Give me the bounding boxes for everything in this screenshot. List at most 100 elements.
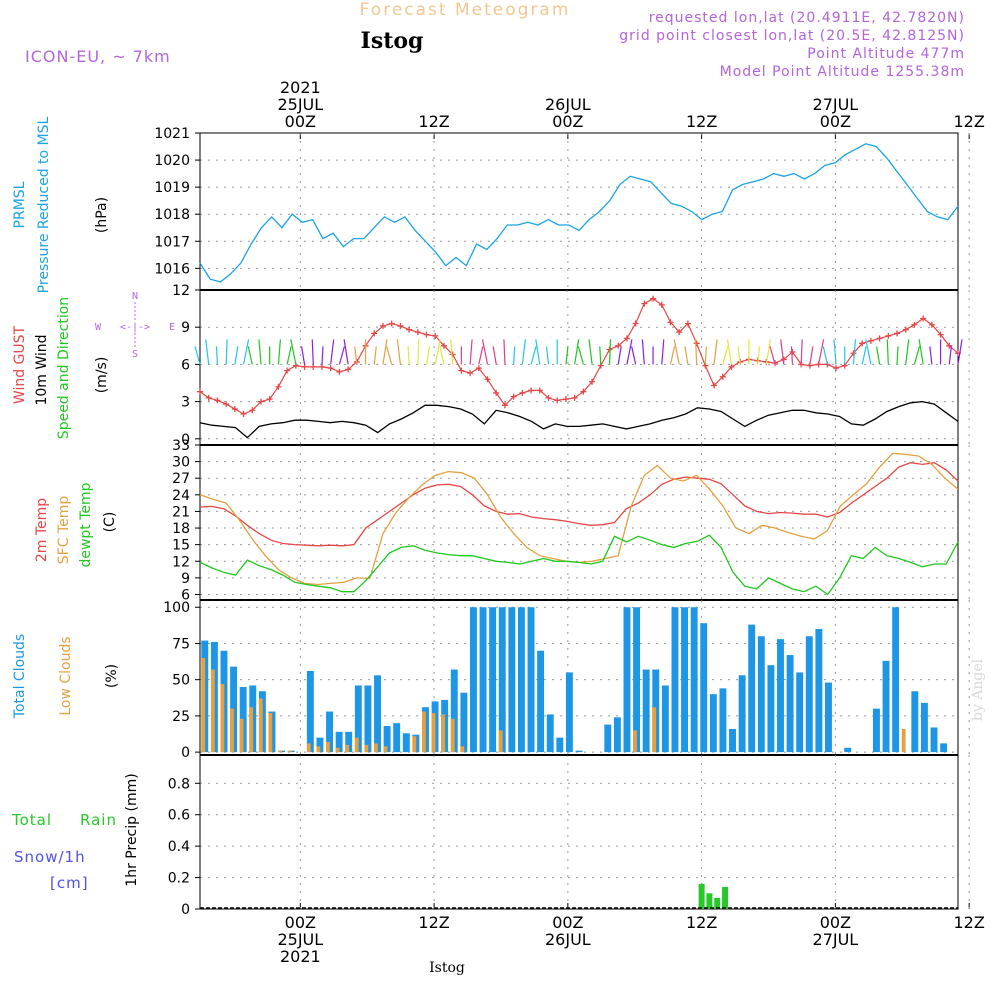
wind-arrow — [373, 346, 377, 365]
total-clouds-bar — [681, 607, 688, 753]
top-time-label: 12Z — [686, 112, 717, 131]
gust-point — [615, 342, 622, 349]
wind-arrow — [684, 346, 689, 365]
total-clouds-bar — [489, 607, 497, 753]
wind-arrow — [343, 339, 349, 365]
low-clouds-bar — [220, 684, 225, 753]
wind-arrow — [669, 346, 676, 365]
y-tick-label: 30 — [172, 455, 190, 471]
dewpt-series — [199, 534, 959, 596]
total-clouds-bar — [479, 607, 487, 753]
wind-arrow — [780, 339, 785, 365]
total-clouds-bar — [700, 623, 708, 753]
total-clouds-bar — [623, 607, 631, 753]
wind-arrow — [545, 346, 550, 365]
gust-point — [693, 340, 700, 347]
y-tick-label: 1017 — [154, 234, 190, 250]
low-clouds-label: Low Clouds — [58, 636, 74, 715]
compass-n: N — [132, 291, 138, 302]
gust-point — [501, 402, 508, 409]
gust-point — [580, 388, 587, 395]
gust-point — [571, 394, 578, 401]
low-clouds-bar — [278, 750, 282, 753]
wind-arrow — [599, 346, 602, 365]
y-tick-label: 1018 — [154, 207, 190, 223]
gust-point — [920, 315, 927, 322]
total-clouds-bar — [556, 737, 564, 753]
wind-arrow — [726, 339, 733, 365]
gust-point — [493, 389, 500, 396]
total-clouds-bar — [527, 607, 535, 753]
low-clouds-bar — [460, 746, 465, 753]
gust-point — [406, 326, 413, 333]
wind-arrow — [704, 346, 707, 365]
model-label: ICON-EU, ~ 7km — [25, 47, 171, 66]
wind-arrow — [386, 346, 393, 365]
y-tick-label: 100 — [163, 600, 190, 616]
wind-arrow — [354, 346, 358, 365]
wind-arrow — [886, 339, 889, 365]
total-clouds-bar — [911, 691, 919, 753]
gust-point — [257, 398, 264, 405]
top-time-label: 2021 — [280, 78, 321, 97]
gust-point — [249, 407, 256, 414]
gust-point — [458, 367, 465, 374]
location-title: Istog — [361, 28, 424, 54]
total-clouds-bar — [402, 733, 410, 753]
total-clouds-bar — [546, 714, 554, 753]
total-clouds-bar — [613, 717, 621, 753]
total-clouds-bar — [757, 636, 765, 753]
gust-point — [676, 329, 683, 336]
point-altitude: Point Altitude 477m — [807, 46, 965, 62]
wind-arrow — [631, 346, 637, 365]
wind-arrow — [247, 346, 253, 365]
total-clouds-bar — [633, 607, 641, 753]
total-clouds-bar — [729, 728, 736, 753]
total-clouds-bar — [316, 737, 324, 753]
compass-arrows: <-|-> — [120, 322, 150, 333]
low-clouds-bar — [268, 712, 273, 753]
gust-point — [240, 411, 247, 417]
gust-point — [850, 350, 857, 357]
gust-point — [327, 365, 334, 372]
pressure-unit: (hPa) — [94, 197, 110, 233]
total-rain-label-2: Rain — [80, 811, 117, 829]
rain-bar — [698, 883, 705, 909]
wind-arrow — [852, 339, 857, 365]
low-clouds-bar — [335, 747, 340, 753]
dewpt-label: dewpt Temp — [78, 482, 94, 567]
low-clouds-bar — [201, 657, 206, 753]
total-clouds-bar — [767, 665, 775, 753]
y-tick-label: 50 — [172, 673, 190, 689]
total-clouds-bar — [815, 628, 823, 753]
gust-series — [199, 297, 959, 415]
wind-arrow — [434, 339, 441, 365]
total-clouds-bar — [940, 743, 948, 753]
wind-arrow — [918, 339, 924, 365]
gust-point — [719, 373, 726, 380]
gust-point — [859, 340, 866, 347]
y-tick-label: 18 — [172, 521, 190, 537]
bottom-time-label: 27JUL — [813, 930, 859, 949]
gust-point — [371, 330, 378, 337]
y-tick-label: 0 — [181, 902, 190, 918]
wind-arrow — [861, 346, 867, 365]
total-clouds-bar — [374, 675, 381, 753]
wind-arrow — [215, 346, 219, 365]
model-altitude: Model Point Altitude 1255.38m — [720, 64, 965, 80]
clouds-panel: 0 25 50 75 100 — [163, 599, 970, 761]
chart-title: Forecast Meteogram — [360, 0, 571, 20]
y-tick-label: 0 — [181, 745, 190, 761]
gust-point — [388, 320, 395, 327]
gust-point — [266, 396, 273, 403]
prmsl-long-label: Pressure Reduced to MSL — [36, 116, 52, 293]
bottom-time-label: 00Z — [552, 913, 583, 932]
total-clouds-bar — [642, 669, 650, 753]
gust-point — [475, 365, 482, 372]
low-clouds-bar — [633, 730, 637, 753]
total-clouds-bar — [671, 607, 679, 753]
y-tick-label: 1020 — [154, 153, 190, 169]
